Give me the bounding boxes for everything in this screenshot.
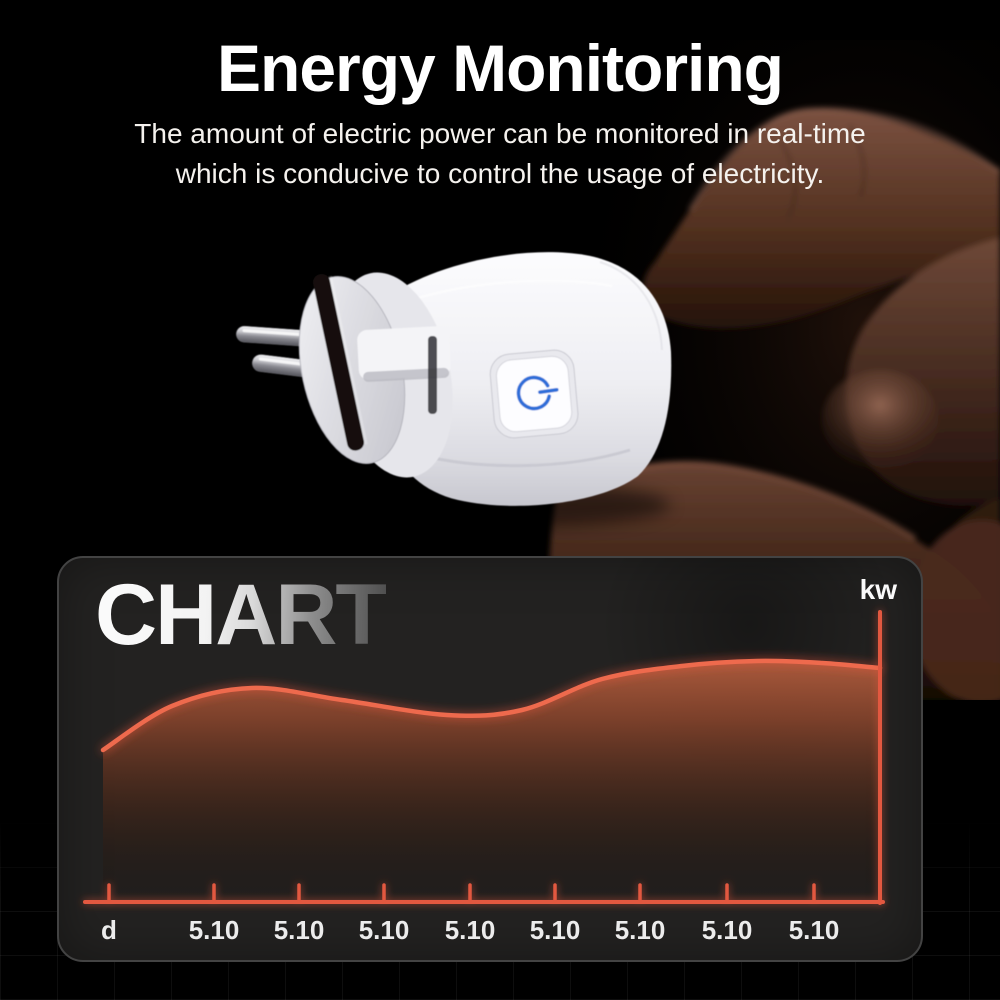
x-tick-label: 5.10 [702,915,753,945]
chart-axes [83,610,885,905]
chart-area-fill [103,660,880,899]
x-tick-label: 5.10 [445,915,496,945]
x-tick-label: 5.10 [615,915,666,945]
wrist [910,520,1000,700]
energy-area-chart: d 5.10 5.10 5.10 5.10 5.10 5.10 5.10 5.10 [83,558,899,945]
x-tick-label: 5.10 [189,915,240,945]
x-tick-label: 5.10 [274,915,325,945]
plug-clip-slit [428,336,437,414]
page-title: Energy Monitoring [217,31,784,105]
x-tick-label: d [101,915,117,945]
plug-body-seam [599,261,663,351]
plug-face-slot-highlight [328,275,368,445]
subtitle-line-1: The amount of electric power can be moni… [134,118,866,149]
knuckle-crease [778,124,866,219]
smart-plug [236,252,672,506]
plug-body-groove-top [417,279,613,300]
x-tick-label: 5.10 [789,915,840,945]
chart-tick-labels: d 5.10 5.10 5.10 5.10 5.10 5.10 5.10 5.10 [101,915,839,945]
plug-earth-clip-shadow [363,367,450,382]
chart-panel: d 5.10 5.10 5.10 5.10 5.10 5.10 5.10 5.10 CHART … [57,556,923,962]
plug-earth-clip [357,326,451,380]
x-tick-label: 5.10 [359,915,410,945]
chart-unit-label: kw [859,574,897,605]
index-finger [642,108,1000,329]
middle-fingertip-highlight [822,370,938,470]
x-tick-label: 5.10 [530,915,581,945]
chart-ticks [107,883,816,903]
chart-line [100,658,883,753]
chart-title: CHART [95,567,388,663]
subtitle-line-2: which is conducive to control the usage … [175,158,825,189]
power-icon [516,375,559,411]
plug-body-groove-bottom [419,448,631,468]
power-button [489,349,579,439]
index-finger-knuckle-highlight [687,107,1000,212]
plug-face-slot [312,273,365,451]
page-subtitle: The amount of electric power can be moni… [0,114,1000,194]
